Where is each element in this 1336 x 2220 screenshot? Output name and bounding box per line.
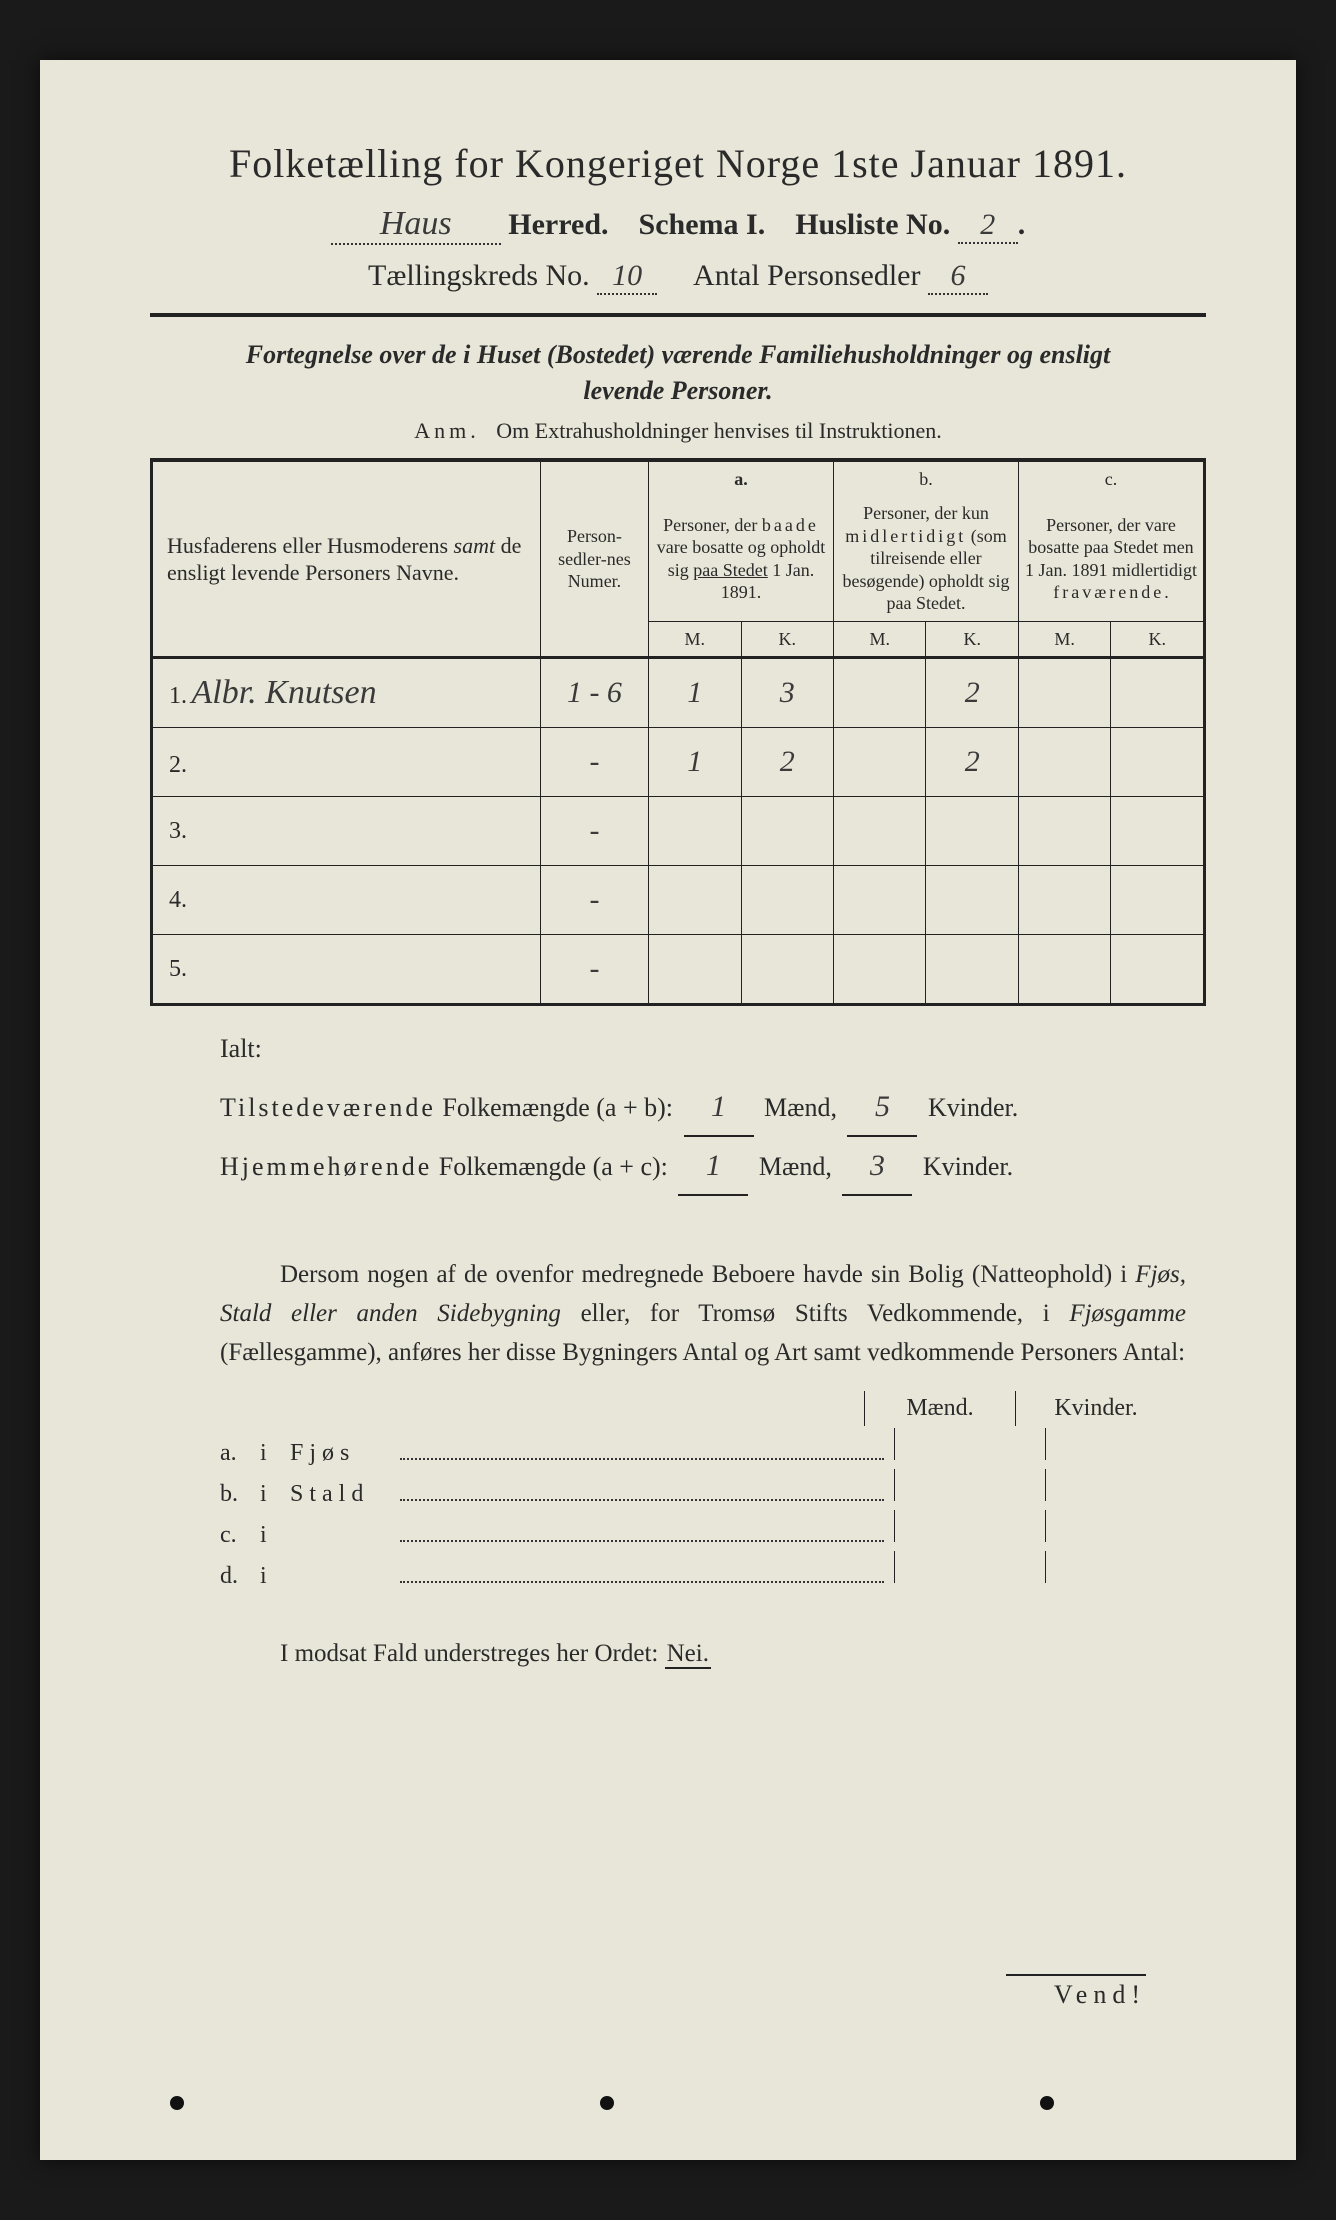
antal-field: 6 (928, 259, 988, 295)
mk-b-m: M. (834, 621, 926, 658)
bygning-head-kvinder: Kvinder. (1015, 1391, 1176, 1426)
herred-value: Haus (380, 205, 452, 242)
kreds-label: Tællingskreds No. (368, 259, 590, 292)
anm-label: Anm. (414, 418, 480, 443)
ab-maend-value: 1 (711, 1090, 726, 1123)
page-title: Folketælling for Kongeriget Norge 1ste J… (150, 140, 1206, 187)
census-table: Husfaderens eller Husmoderens samt de en… (150, 458, 1206, 1007)
mk-a-m: M. (649, 621, 741, 658)
punch-hole-icon (1040, 2096, 1054, 2110)
table-row: 2. - 1 2 2 (152, 728, 1205, 797)
mk-c-m: M. (1018, 621, 1110, 658)
anm-text: Om Extrahusholdninger henvises til Instr… (496, 418, 941, 443)
col-header-number: Person-sedler-nes Numer. (540, 460, 648, 658)
antal-label: Antal Personsedler (693, 259, 920, 292)
schema-label: Schema I. (639, 208, 766, 241)
anm-line: Anm. Om Extrahusholdninger henvises til … (150, 418, 1206, 444)
table-row: 5. - (152, 935, 1205, 1005)
totals-line-ac: Hjemmehørende Folkemængde (a + c): 1 Mæn… (220, 1137, 1206, 1196)
col-header-name: Husfaderens eller Husmoderens samt de en… (152, 460, 541, 658)
mk-a-k: K. (741, 621, 833, 658)
totals-line-ab: Tilstedeværende Folkemængde (a + b): 1 M… (220, 1078, 1206, 1137)
header-line-2: Haus Herred. Schema I. Husliste No. 2. (150, 205, 1206, 245)
bygning-row: a. i Fjøs (220, 1428, 1206, 1467)
table-row: 3. - (152, 797, 1205, 866)
bygning-row: d. i (220, 1551, 1206, 1590)
header-line-3: Tællingskreds No. 10 Antal Personsedler … (150, 259, 1206, 295)
totals-block: Tilstedeværende Folkemængde (a + b): 1 M… (150, 1078, 1206, 1196)
bygning-head: Mænd. Kvinder. (220, 1391, 1206, 1426)
subtitle-line1: Fortegnelse over de i Huset (Bostedet) v… (246, 340, 1111, 369)
ac-kvinder-value: 3 (870, 1149, 885, 1182)
bygning-head-maend: Mænd. (864, 1391, 1015, 1426)
ialt-label: Ialt: (150, 1034, 1206, 1064)
bygning-row: b. i Stald (220, 1469, 1206, 1508)
divider-top (150, 313, 1206, 317)
bygning-row: c. i (220, 1510, 1206, 1549)
mk-b-k: K. (926, 621, 1018, 658)
husliste-value: 2 (980, 208, 995, 241)
kreds-value: 10 (612, 259, 642, 292)
census-form-page: Folketælling for Kongeriget Norge 1ste J… (40, 60, 1296, 2160)
punch-hole-icon (600, 2096, 614, 2110)
herred-label: Herred. (508, 208, 608, 241)
grp-b-text: Personer, der kun midlertidigt (som tilr… (834, 496, 1019, 621)
kreds-field: 10 (597, 259, 657, 295)
antal-value: 6 (950, 259, 965, 292)
ac-maend-value: 1 (706, 1149, 721, 1182)
row-name: Albr. Knutsen (192, 674, 377, 711)
grp-a-text: Personer, der baade vare bosatte og opho… (649, 496, 834, 621)
grp-c-label: c. (1018, 460, 1204, 497)
mk-c-k: K. (1111, 621, 1205, 658)
ab-kvinder-value: 5 (875, 1090, 890, 1123)
husliste-label: Husliste No. (795, 208, 950, 241)
modsat-line: I modsat Fald understreges her Ordet: Ne… (150, 1640, 1206, 1668)
grp-b-label: b. (834, 460, 1019, 497)
bygning-table: Mænd. Kvinder. a. i Fjøs b. i Stald c. i… (150, 1391, 1206, 1590)
subtitle: Fortegnelse over de i Huset (Bostedet) v… (150, 337, 1206, 410)
nei-word: Nei. (665, 1640, 711, 1669)
subtitle-line2: levende Personer. (583, 376, 772, 405)
grp-c-text: Personer, der vare bosatte paa Stedet me… (1018, 496, 1204, 621)
grp-a-label: a. (649, 460, 834, 497)
table-row: 1. Albr. Knutsen 1 - 6 1 3 2 (152, 658, 1205, 728)
husliste-field: 2 (958, 208, 1018, 244)
sidebygning-paragraph: Dersom nogen af de ovenfor medregnede Be… (150, 1256, 1206, 1372)
table-row: 4. - (152, 866, 1205, 935)
punch-hole-icon (170, 2096, 184, 2110)
herred-field: Haus (331, 205, 501, 245)
vend-label: Vend! (1006, 1974, 1146, 2010)
